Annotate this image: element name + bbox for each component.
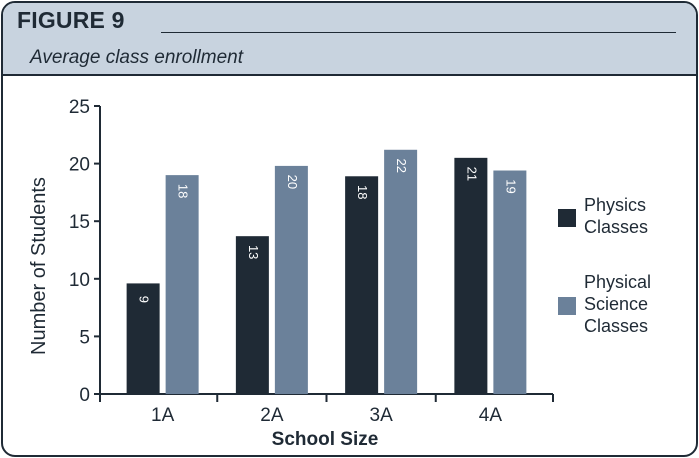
- legend-swatch: [558, 209, 576, 227]
- x-axis-title: School Size: [272, 429, 379, 450]
- bar-physics: [126, 283, 160, 394]
- y-tick-label: 25: [69, 97, 90, 118]
- x-tick-label: 2A: [260, 405, 284, 426]
- legend-label: Physics: [584, 195, 646, 215]
- bar-data-label: 18: [176, 184, 191, 198]
- header-rule: [161, 32, 676, 33]
- bar-physical-science: [493, 170, 527, 394]
- y-tick-label: 5: [79, 327, 90, 348]
- legend-label: Physical: [584, 272, 651, 292]
- bars-group: 9 18 13 20 18 22 21 19: [126, 149, 527, 394]
- x-axis: 1A 2A 3A 4A: [100, 393, 554, 426]
- bar-data-label: 18: [355, 185, 370, 199]
- y-axis-title: Number of Students: [28, 177, 50, 355]
- bar-data-label: 22: [394, 159, 409, 173]
- bar-physics: [345, 176, 379, 394]
- bar-physical-science: [384, 149, 418, 394]
- y-tick-label: 20: [69, 155, 90, 176]
- legend-swatch: [558, 297, 576, 315]
- x-tick-label: 3A: [370, 405, 394, 426]
- y-tick-label: 0: [79, 385, 90, 406]
- bar-data-label: 20: [285, 175, 300, 189]
- bar-data-label: 13: [246, 245, 261, 259]
- y-axis: 0 5 10 15 20 25: [69, 97, 101, 406]
- bar-physical-science: [274, 165, 308, 394]
- legend-label: Classes: [584, 217, 648, 237]
- bar-physics: [235, 236, 269, 394]
- figure-header: FIGURE 9 Average class enrollment: [3, 3, 696, 76]
- x-tick-label: 4A: [479, 405, 503, 426]
- x-tick-label: 1A: [151, 405, 175, 426]
- bar-data-label: 19: [503, 179, 518, 193]
- legend-label: Classes: [584, 316, 648, 336]
- bar-physical-science: [165, 175, 199, 394]
- legend-label: Science: [584, 294, 648, 314]
- figure-subtitle: Average class enrollment: [30, 47, 243, 68]
- y-tick-label: 10: [69, 270, 90, 291]
- y-tick-label: 15: [69, 212, 90, 233]
- figure-label: FIGURE 9: [17, 7, 125, 33]
- bar-data-label: 21: [464, 167, 479, 181]
- bar-physics: [454, 157, 488, 394]
- bar-data-label: 9: [137, 296, 152, 303]
